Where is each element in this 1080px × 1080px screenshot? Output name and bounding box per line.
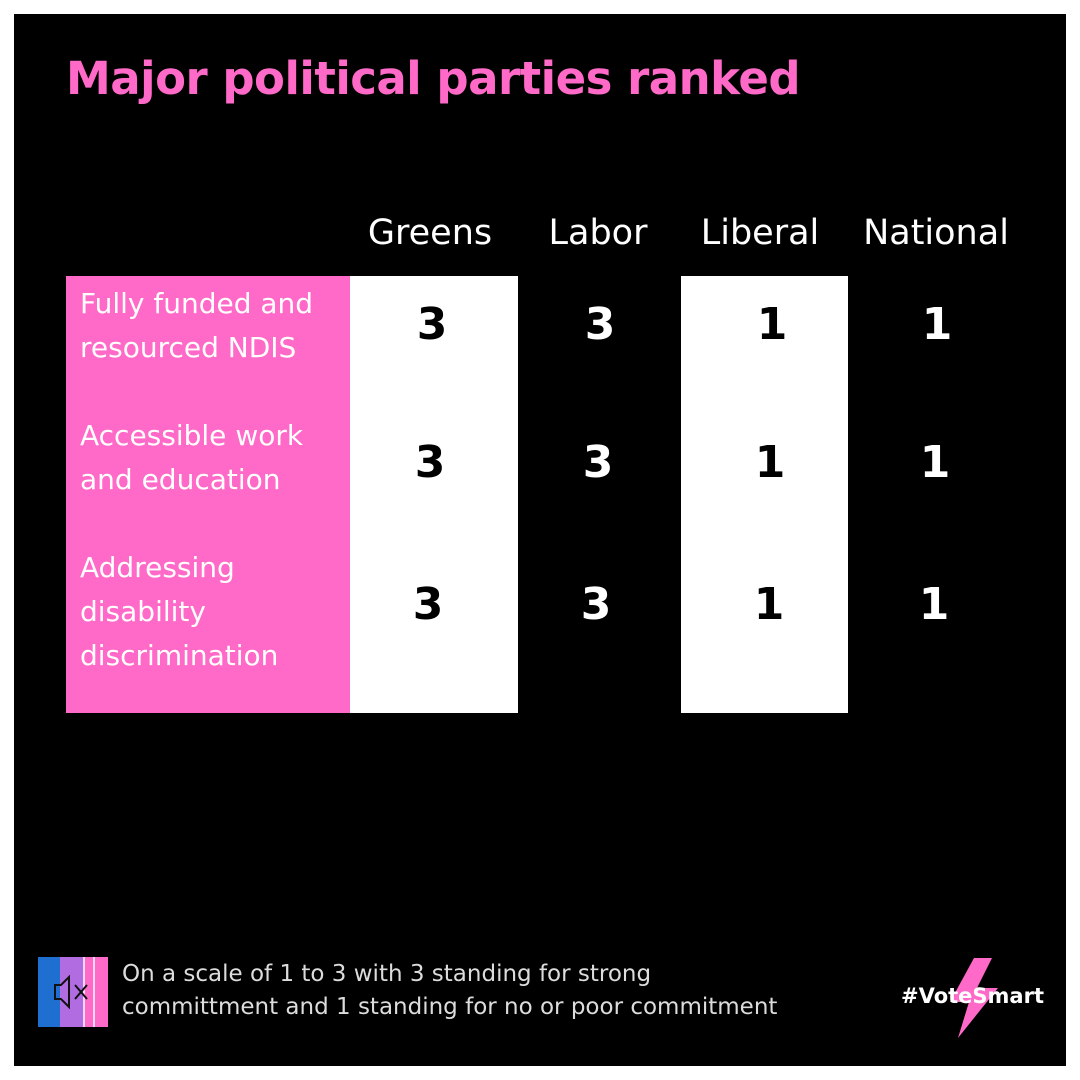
party-header-labor: Labor bbox=[548, 213, 648, 253]
criterion-label-line: and education bbox=[80, 463, 281, 496]
criterion-label-line: Fully funded and bbox=[80, 287, 314, 320]
score-national-discrimination: 1 bbox=[918, 579, 950, 630]
criteria-panel bbox=[66, 276, 350, 713]
criterion-label-line: Addressing bbox=[80, 551, 235, 584]
score-liberal-discrimination: 1 bbox=[753, 579, 785, 630]
score-liberal-work-education: 1 bbox=[754, 437, 786, 488]
party-header-liberal: Liberal bbox=[700, 213, 820, 253]
lightning-bolt-icon bbox=[950, 958, 998, 1038]
liberal-column-bg bbox=[681, 276, 848, 713]
party-header-national: National bbox=[863, 213, 1009, 253]
legend-line: committment and 1 standing for no or poo… bbox=[122, 994, 778, 1020]
criterion-label-work-education: Accessible work and education bbox=[80, 414, 340, 502]
score-greens-ndis: 3 bbox=[416, 299, 448, 350]
party-header-greens: Greens bbox=[367, 213, 493, 253]
legend-text: On a scale of 1 to 3 with 3 standing for… bbox=[122, 958, 802, 1024]
criterion-label-line: Accessible work bbox=[80, 419, 304, 452]
score-labor-discrimination: 3 bbox=[580, 579, 612, 630]
score-national-ndis: 1 bbox=[921, 299, 953, 350]
criterion-label-line: resourced NDIS bbox=[80, 331, 297, 364]
criterion-label-line: disability bbox=[80, 595, 206, 628]
muted-speaker-icon bbox=[38, 957, 108, 1027]
greens-column-bg bbox=[350, 276, 518, 713]
score-greens-discrimination: 3 bbox=[412, 579, 444, 630]
criterion-label-discrimination: Addressing disability discrimination bbox=[80, 546, 340, 678]
criterion-label-ndis: Fully funded and resourced NDIS bbox=[80, 282, 340, 370]
slide: Major political parties ranked Greens La… bbox=[14, 14, 1066, 1066]
criterion-label-line: discrimination bbox=[80, 639, 279, 672]
legend-line: On a scale of 1 to 3 with 3 standing for… bbox=[122, 961, 652, 987]
hashtag-votesmart: #VoteSmart bbox=[901, 984, 1044, 1008]
score-greens-work-education: 3 bbox=[414, 437, 446, 488]
score-labor-ndis: 3 bbox=[584, 299, 616, 350]
score-liberal-ndis: 1 bbox=[756, 299, 788, 350]
score-labor-work-education: 3 bbox=[582, 437, 614, 488]
page-title: Major political parties ranked bbox=[66, 52, 801, 105]
score-national-work-education: 1 bbox=[919, 437, 951, 488]
